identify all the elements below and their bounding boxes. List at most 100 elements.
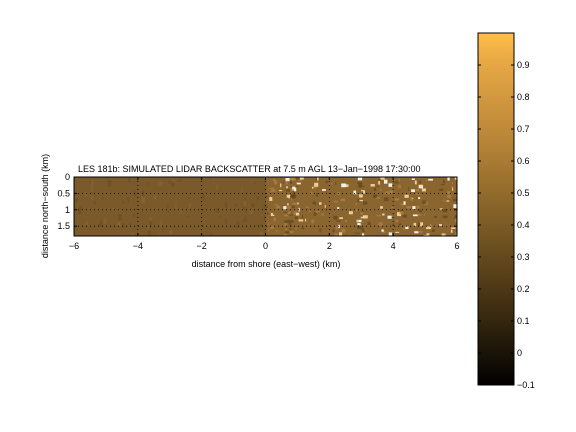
texture-cell <box>332 228 335 233</box>
texture-cell <box>363 191 365 194</box>
texture-cell <box>341 228 346 233</box>
texture-cell <box>293 211 297 215</box>
texture-cell <box>395 231 400 233</box>
texture-cell <box>416 197 418 199</box>
texture-streak <box>244 216 247 223</box>
texture-cell <box>296 185 298 188</box>
texture-cell <box>283 211 287 214</box>
texture-streak <box>93 203 98 206</box>
x-axis-label: distance from shore (east−west) (km) <box>192 259 341 269</box>
texture-cell <box>333 200 339 203</box>
texture-cell <box>380 188 382 192</box>
texture-cell <box>445 224 448 227</box>
colorbar-tick-label: 0 <box>517 348 522 358</box>
texture-streak <box>186 215 189 218</box>
texture-cell <box>283 233 288 236</box>
texture-cell <box>289 177 294 181</box>
texture-cell <box>361 227 364 232</box>
texture-cell <box>405 226 409 230</box>
texture-cell <box>443 199 445 202</box>
texture-cell <box>397 184 401 189</box>
texture-cell <box>447 194 451 199</box>
texture-cell <box>403 201 406 205</box>
texture-cell <box>358 183 363 188</box>
y-tick-label: 0.5 <box>57 188 70 198</box>
texture-streak <box>142 190 144 197</box>
texture-streak <box>196 192 199 195</box>
texture-cell <box>444 234 447 236</box>
texture-cell <box>411 178 415 180</box>
texture-cell <box>301 215 304 219</box>
texture-cell <box>273 217 276 222</box>
texture-cell <box>288 222 292 226</box>
texture-streak <box>209 177 212 180</box>
texture-cell <box>270 212 273 217</box>
texture-cell <box>454 221 457 223</box>
texture-streak <box>118 209 121 212</box>
texture-cell <box>399 210 404 215</box>
texture-cell <box>339 232 343 236</box>
texture-cell <box>296 182 301 185</box>
texture-streak <box>94 205 98 207</box>
texture-streak <box>258 224 263 227</box>
texture-cell <box>290 188 295 192</box>
texture-streak <box>79 206 82 211</box>
texture-cell <box>311 219 315 224</box>
texture-cell <box>404 194 409 198</box>
texture-streak <box>188 202 192 208</box>
texture-cell <box>425 179 428 181</box>
texture-cell <box>267 223 270 225</box>
texture-cell <box>359 185 362 188</box>
texture-cell <box>318 202 322 205</box>
texture-streak <box>121 200 125 204</box>
texture-cell <box>297 202 299 205</box>
texture-cell <box>355 232 361 234</box>
texture-cell <box>353 231 355 233</box>
texture-streak <box>254 182 257 184</box>
colorbar <box>477 32 515 386</box>
texture-cell <box>417 214 422 216</box>
texture-streak <box>251 203 255 208</box>
texture-streak <box>244 197 246 200</box>
texture-cell <box>416 205 420 209</box>
texture-streak <box>167 204 169 209</box>
texture-cell <box>355 194 360 196</box>
texture-cell <box>310 191 313 195</box>
y-axis-label: distance north−south (km) <box>40 154 50 258</box>
texture-cell <box>297 178 303 181</box>
texture-cell <box>387 215 392 219</box>
texture-streak <box>122 223 124 228</box>
x-tick-label: 4 <box>391 241 396 251</box>
x-axis: −6 −4 −2 0 2 4 6 <box>69 177 460 251</box>
x-tick-label: −4 <box>133 241 143 251</box>
texture-cell <box>430 224 432 229</box>
texture-cell <box>360 211 364 215</box>
texture-cell <box>439 208 443 210</box>
texture-cell <box>426 233 430 236</box>
texture-cell <box>420 210 422 213</box>
texture-cell <box>391 206 394 209</box>
texture-streak <box>236 221 240 228</box>
texture-cell <box>451 181 454 185</box>
texture-streak <box>146 182 150 185</box>
texture-cell <box>373 187 377 191</box>
texture-cell <box>313 185 317 189</box>
texture-cell <box>266 212 269 215</box>
texture-cell <box>357 177 363 181</box>
texture-cell <box>308 210 311 213</box>
texture-cell <box>334 233 339 236</box>
texture-streak <box>131 232 134 235</box>
texture-cell <box>453 204 457 208</box>
texture-cell <box>447 190 451 195</box>
texture-streak <box>148 221 153 226</box>
texture-streak <box>170 181 175 187</box>
texture-cell <box>269 226 275 229</box>
texture-cell <box>279 190 283 192</box>
texture-cell <box>276 229 278 233</box>
texture-streak <box>128 223 132 225</box>
texture-cell <box>357 198 360 202</box>
texture-cell <box>291 225 293 227</box>
texture-cell <box>451 186 453 188</box>
colorbar-tick-label: 0.3 <box>517 252 530 262</box>
texture-cell <box>398 223 401 226</box>
